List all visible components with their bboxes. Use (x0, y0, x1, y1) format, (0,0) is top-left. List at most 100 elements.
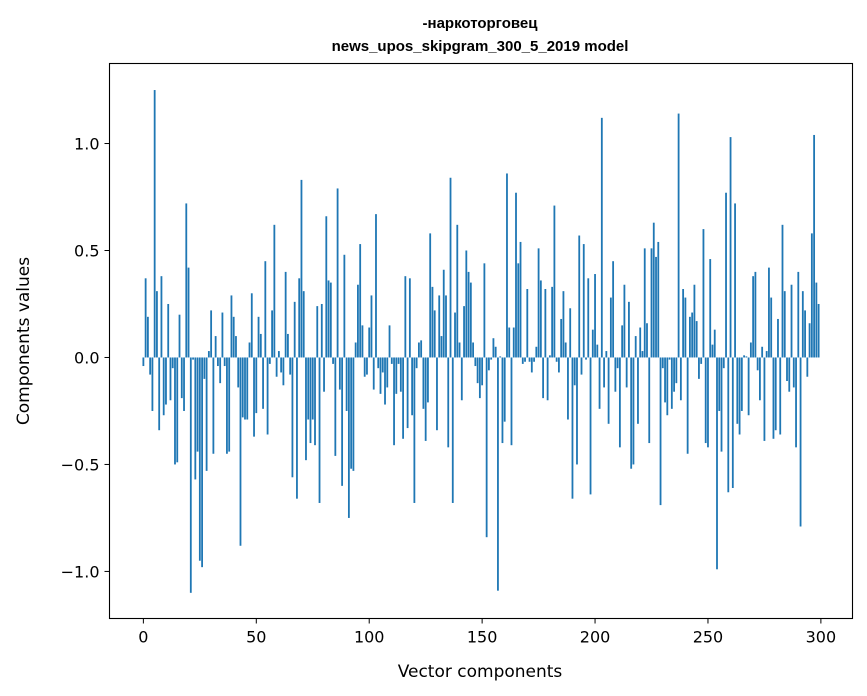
bar-239 (682, 289, 685, 358)
bar-96 (359, 244, 362, 358)
bar-299 (817, 303, 820, 358)
bar-119 (411, 357, 414, 416)
bar-208 (612, 261, 615, 358)
bar-167 (519, 241, 522, 358)
bar-121 (415, 357, 418, 369)
bar-74 (309, 357, 312, 444)
y-axis-label: Components values (14, 257, 34, 425)
bar-223 (646, 323, 648, 358)
bar-39 (230, 295, 233, 358)
bar-219 (637, 357, 639, 424)
bar-282 (779, 357, 782, 435)
bar-45 (244, 357, 246, 420)
bar-178 (544, 289, 547, 358)
bar-170 (526, 289, 529, 358)
bar-287 (790, 284, 793, 358)
bar-211 (618, 357, 621, 448)
bar-290 (797, 271, 800, 358)
plot-frame (108, 62, 854, 620)
bar-177 (542, 357, 545, 399)
bar-194 (580, 357, 583, 375)
chart-subtitle: news_upos_skipgram_300_5_2019 model (332, 38, 629, 55)
bar-268 (747, 357, 750, 416)
bar-206 (607, 357, 610, 424)
bar-285 (786, 357, 788, 382)
bar-244 (693, 284, 696, 358)
bar-141 (460, 357, 463, 401)
bar-162 (508, 327, 511, 358)
bar-231 (664, 357, 666, 403)
bar-179 (546, 357, 549, 401)
bar-142 (463, 306, 465, 358)
bar-50 (255, 357, 258, 414)
bar-248 (702, 229, 705, 358)
bar-297 (813, 134, 816, 358)
bar-82 (327, 280, 330, 358)
bar-270 (752, 276, 755, 358)
bar-274 (761, 346, 764, 358)
bar-35 (221, 312, 224, 358)
bar-238 (679, 357, 682, 401)
bar-202 (598, 357, 601, 409)
bar-182 (553, 205, 556, 358)
bar-18 (183, 357, 185, 411)
bar-144 (467, 271, 470, 358)
bar-155 (492, 338, 495, 358)
bar-192 (576, 357, 578, 465)
bar-32 (214, 336, 217, 358)
bar-136 (449, 177, 452, 358)
bar-200 (594, 274, 596, 358)
bar-68 (296, 357, 298, 499)
bar-172 (530, 357, 533, 373)
bar-217 (632, 357, 635, 465)
bar-146 (472, 342, 474, 358)
bar-10 (165, 357, 167, 405)
bar-49 (253, 357, 255, 437)
bar-293 (804, 310, 806, 358)
bar-284 (783, 291, 786, 358)
bar-26 (201, 357, 203, 568)
bar-143 (465, 250, 468, 358)
y-tick-label: −1.0 (61, 562, 100, 581)
bar-212 (621, 325, 624, 358)
bar-173 (533, 357, 535, 362)
bar-1 (144, 278, 147, 358)
bar-218 (634, 336, 637, 358)
bar-104 (377, 357, 380, 369)
bar-253 (713, 329, 716, 358)
bar-150 (481, 357, 484, 386)
bar-8 (160, 276, 163, 358)
bar-269 (749, 342, 752, 358)
bar-210 (616, 357, 619, 369)
bar-279 (772, 357, 775, 439)
bar-158 (499, 356, 502, 358)
bar-160 (503, 357, 506, 422)
bar-157 (497, 357, 499, 591)
bar-166 (517, 263, 520, 358)
bar-224 (648, 357, 651, 444)
bar-108 (386, 357, 389, 388)
bar-53 (262, 357, 264, 409)
bar-118 (408, 278, 411, 358)
bar-228 (657, 241, 660, 358)
bar-69 (298, 278, 301, 358)
bar-132 (440, 336, 443, 358)
bar-41 (235, 336, 237, 358)
bar-193 (578, 235, 581, 358)
bar-56 (268, 357, 271, 364)
bar-114 (399, 357, 402, 392)
bar-214 (625, 357, 628, 388)
bar-93 (352, 357, 355, 471)
bar-174 (535, 346, 538, 358)
bar-252 (711, 344, 714, 358)
bar-226 (652, 222, 655, 358)
bar-98 (363, 357, 366, 377)
bar-46 (246, 357, 249, 420)
bar-277 (768, 267, 770, 358)
bar-79 (320, 303, 323, 358)
bar-187 (564, 342, 567, 358)
bar-176 (539, 280, 542, 358)
bar-275 (763, 357, 766, 441)
y-tick-label: 0.5 (74, 241, 99, 260)
bar-213 (623, 284, 626, 358)
